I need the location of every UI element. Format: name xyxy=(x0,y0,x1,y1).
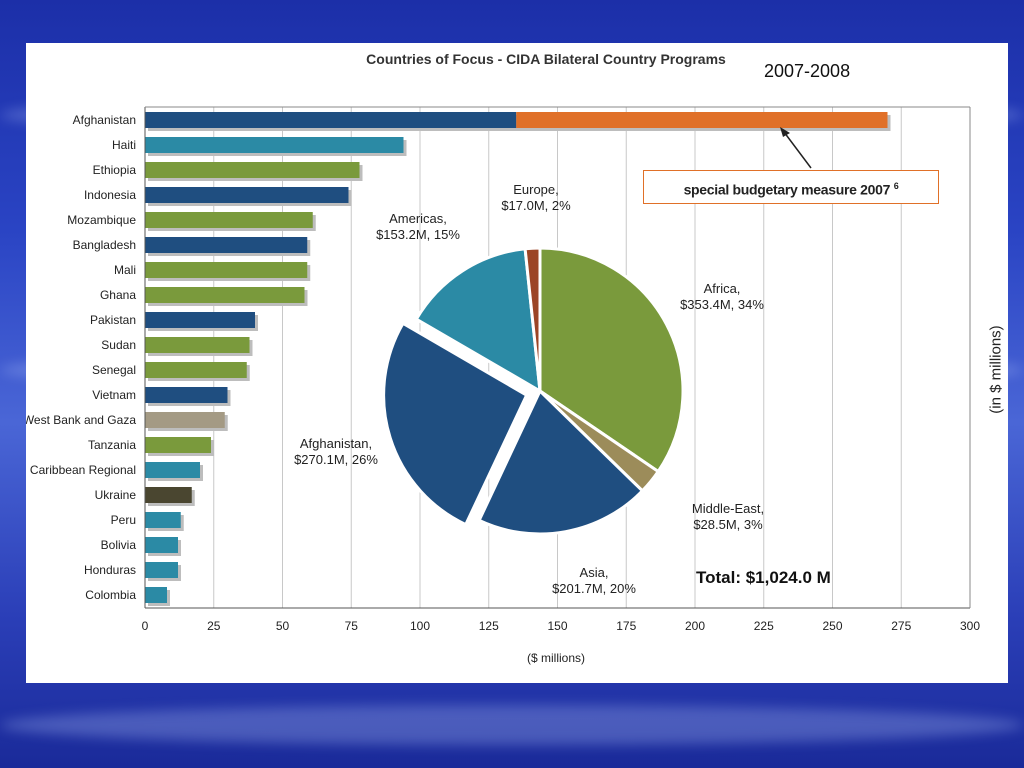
bar-sudan xyxy=(145,337,250,353)
bar-caribbean-regional xyxy=(145,462,200,478)
bar-west-bank-and-gaza xyxy=(145,412,225,428)
category-label: Honduras xyxy=(84,563,136,577)
x-tick-label: 225 xyxy=(754,619,774,633)
category-label: Sudan xyxy=(101,338,136,352)
category-label: Mali xyxy=(114,263,136,277)
category-label: Vietnam xyxy=(92,388,136,402)
bar-pakistan xyxy=(145,312,255,328)
pie-label: Middle-East, $28.5M, 3% xyxy=(692,501,764,532)
category-label: Caribbean Regional xyxy=(30,463,136,477)
callout-box: special budgetary measure 2007 6 xyxy=(643,170,939,204)
x-tick-labels: 0 25 50 75 100 125 150 175 200 225 250 275 300 xyxy=(142,619,981,633)
background-streak xyxy=(0,705,1024,745)
x-axis-label: ($ millions) xyxy=(526,651,585,665)
x-tick-label: 200 xyxy=(685,619,705,633)
callout-footnote: 6 xyxy=(893,181,899,191)
pie-slice-europe xyxy=(523,246,542,392)
bar-tanzania xyxy=(145,437,211,453)
bar-peru xyxy=(145,512,181,528)
bar-honduras xyxy=(145,562,178,578)
bar-ukraine xyxy=(145,487,192,503)
bar-ghana xyxy=(145,287,305,303)
x-tick-label: 175 xyxy=(616,619,636,633)
chart-title: Countries of Focus - CIDA Bilateral Coun… xyxy=(366,51,726,67)
bar-bolivia xyxy=(145,537,178,553)
category-label: Ethiopia xyxy=(93,163,137,177)
category-label: Bolivia xyxy=(101,538,137,552)
category-label: Ukraine xyxy=(95,488,137,502)
category-labels: Afghanistan Haiti Ethiopia Indonesia Mozambi… xyxy=(26,113,136,602)
bar-mozambique xyxy=(145,212,313,228)
pie-label: Americas, $153.2M, 15% xyxy=(376,211,460,242)
bar-series xyxy=(145,112,891,606)
bar-afghanistan xyxy=(145,112,517,128)
bar-mali xyxy=(145,262,308,278)
callout-text: special budgetary measure 2007 xyxy=(683,181,891,198)
category-label: Senegal xyxy=(92,363,136,377)
total-label: Total: $1,024.0 M xyxy=(696,568,831,587)
pie-slice-afghanistan xyxy=(382,321,529,527)
axes xyxy=(144,106,971,609)
category-label: Mozambique xyxy=(67,213,136,227)
arrow-line xyxy=(783,131,812,169)
bar-vietnam xyxy=(145,387,228,403)
pie-labels: Africa, $353.4M, 34% Middle-East, $28.5M, 3… xyxy=(294,182,764,596)
bar-special-measure xyxy=(516,112,888,128)
bar-bangladesh xyxy=(145,237,308,253)
x-tick-label: 125 xyxy=(479,619,499,633)
x-tick-label: 25 xyxy=(207,619,221,633)
x-tick-label: 100 xyxy=(410,619,430,633)
bar-ethiopia xyxy=(145,162,360,178)
category-label: Ghana xyxy=(100,288,136,302)
category-label: Haiti xyxy=(112,138,136,152)
pie-chart xyxy=(382,246,685,536)
x-tick-label: 250 xyxy=(822,619,842,633)
bar-haiti xyxy=(145,137,404,153)
year-label: 2007-2008 xyxy=(764,61,851,81)
bar-senegal xyxy=(145,362,247,378)
pie-label: Africa, $353.4M, 34% xyxy=(680,281,764,312)
category-label: West Bank and Gaza xyxy=(26,413,136,427)
pie-label: Europe, $17.0M, 2% xyxy=(501,182,571,213)
x-tick-label: 275 xyxy=(891,619,911,633)
x-tick-label: 150 xyxy=(547,619,567,633)
category-label: Colombia xyxy=(85,588,136,602)
pie-label: Asia, $201.7M, 20% xyxy=(552,565,636,596)
arrow-head xyxy=(780,127,790,137)
category-label: Peru xyxy=(111,513,136,527)
y-axis-label: (in $ millions) xyxy=(987,325,1005,414)
chart-panel: Countries of Focus - CIDA Bilateral Coun… xyxy=(26,43,1008,683)
pie-slice-asia xyxy=(477,388,645,536)
callout-arrow xyxy=(780,127,812,169)
x-tick-label: 75 xyxy=(345,619,359,633)
x-tick-label: 0 xyxy=(142,619,149,633)
category-label: Indonesia xyxy=(84,188,136,202)
bar-indonesia xyxy=(145,187,349,203)
chart-canvas: Afghanistan Haiti Ethiopia Indonesia Mozambi… xyxy=(26,106,981,633)
category-label: Pakistan xyxy=(90,313,136,327)
category-label: Tanzania xyxy=(88,438,136,452)
pie-label: Afghanistan, $270.1M, 26% xyxy=(294,436,378,467)
category-label: Afghanistan xyxy=(73,113,136,127)
category-label: Bangladesh xyxy=(73,238,136,252)
pie-slice-africa xyxy=(538,246,685,474)
x-tick-label: 300 xyxy=(960,619,980,633)
x-tick-label: 50 xyxy=(276,619,290,633)
pie-slice-americas xyxy=(414,247,542,394)
bar-colombia xyxy=(145,587,167,603)
